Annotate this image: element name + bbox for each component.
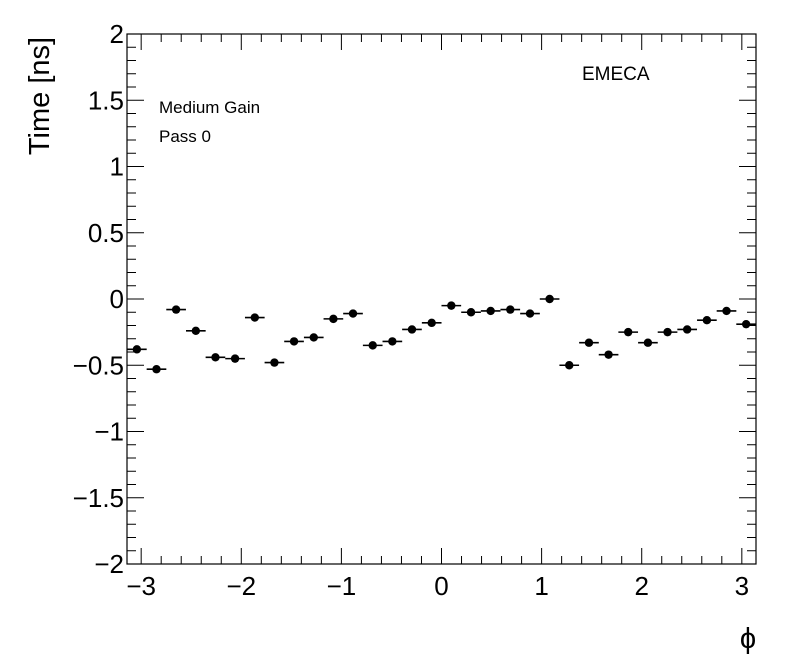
- data-point: [506, 305, 515, 314]
- pass-label: Pass 0: [159, 127, 211, 146]
- data-point: [643, 338, 653, 347]
- gain-label: Medium Gain: [159, 98, 260, 117]
- data-point: [407, 325, 417, 334]
- data-point: [191, 326, 201, 335]
- x-tick-label: 2: [634, 571, 648, 601]
- data-point: [682, 325, 692, 334]
- axis-ticks: [127, 33, 756, 565]
- x-tick-label: 3: [735, 571, 749, 601]
- y-tick-label: −0.5: [73, 350, 124, 380]
- data-point: [171, 305, 181, 314]
- data-points: [127, 294, 756, 374]
- data-point: [211, 353, 220, 362]
- y-tick-label: −1.5: [73, 483, 124, 513]
- y-tick-label: 0.5: [88, 218, 124, 248]
- y-tick-label: −1: [94, 417, 124, 447]
- data-point: [368, 341, 377, 350]
- data-point: [584, 338, 594, 347]
- data-point: [624, 327, 633, 337]
- data-point: [741, 319, 751, 329]
- x-tick-labels: −3 −2 −1 0 1 2 3: [126, 571, 749, 601]
- data-point: [525, 309, 535, 318]
- y-tick-label: 0: [110, 284, 124, 314]
- x-tick-label: 1: [534, 571, 548, 601]
- data-point: [132, 345, 142, 354]
- data-point: [329, 314, 338, 324]
- y-tick-label: 1: [110, 152, 124, 182]
- data-point: [230, 354, 240, 363]
- data-point: [289, 337, 299, 346]
- data-point: [722, 306, 731, 316]
- data-point: [565, 361, 574, 370]
- y-tick-label: 2: [110, 19, 124, 49]
- x-axis-title: ϕ: [740, 623, 756, 655]
- data-point: [388, 337, 397, 346]
- data-point: [466, 308, 476, 317]
- data-point: [348, 309, 358, 318]
- detector-label: EMECA: [582, 64, 650, 85]
- x-tick-label: −1: [327, 571, 357, 601]
- x-tick-label: 0: [434, 571, 448, 601]
- data-point: [604, 350, 613, 359]
- data-point: [663, 327, 672, 337]
- data-point: [152, 365, 161, 374]
- y-tick-labels: −2 −1.5 −1 −0.5 0 0.5 1 1.5 2: [73, 19, 124, 579]
- y-tick-label: −2: [94, 549, 124, 579]
- data-point: [702, 316, 712, 325]
- data-point: [447, 301, 456, 310]
- data-point: [250, 313, 259, 322]
- data-point: [545, 294, 554, 304]
- x-tick-label: −3: [126, 571, 156, 601]
- y-axis-title: Time [ns]: [24, 37, 56, 155]
- data-point: [270, 358, 279, 367]
- data-point: [486, 306, 495, 316]
- data-point: [427, 318, 436, 328]
- y-tick-label: 1.5: [88, 85, 124, 115]
- x-tick-label: −2: [226, 571, 256, 601]
- data-point: [309, 333, 318, 342]
